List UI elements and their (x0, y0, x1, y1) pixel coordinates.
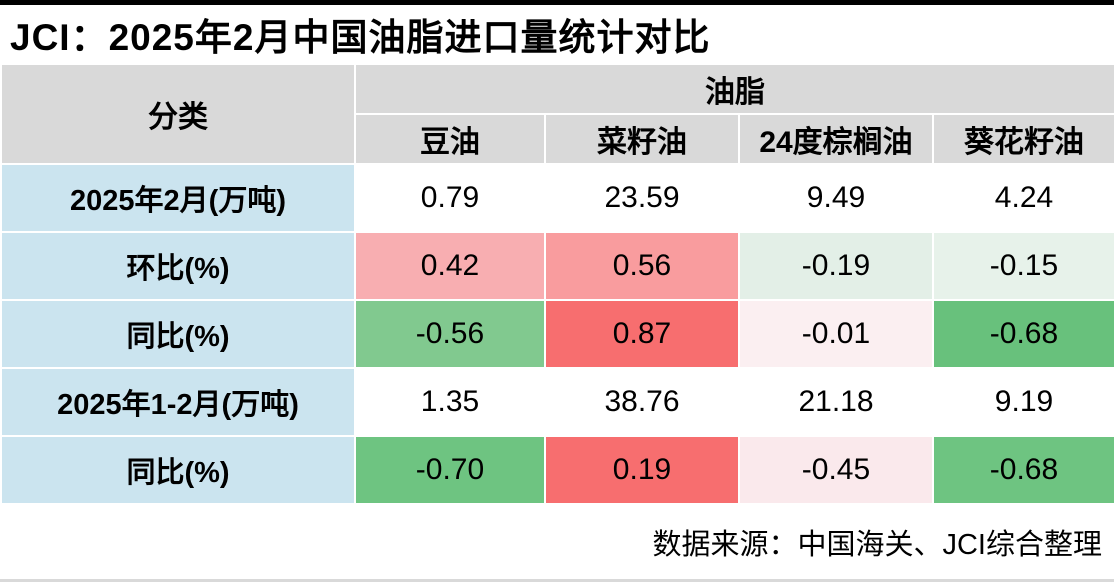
col-header-sunflower-oil: 葵花籽油 (932, 113, 1114, 165)
col-header-rapeseed-oil: 菜籽油 (544, 113, 740, 165)
table-row: 2025年1-2月(万吨) 1.35 38.76 21.18 9.19 (0, 367, 1114, 437)
table-cell: 38.76 (544, 367, 740, 437)
col-group-header-oils: 油脂 (354, 63, 1114, 115)
table-cell: 0.19 (544, 435, 740, 505)
table-cell: 0.56 (544, 231, 740, 301)
table-cell: -0.19 (738, 231, 934, 301)
col-header-palm-oil-24: 24度棕榈油 (738, 113, 934, 165)
header-row-group: 分类 油脂 (0, 63, 1114, 165)
row-label: 同比(%) (0, 299, 356, 369)
table-cell: 0.42 (354, 231, 546, 301)
row-label: 2025年1-2月(万吨) (0, 367, 356, 437)
table-cell: -0.70 (354, 435, 546, 505)
row-label: 环比(%) (0, 231, 356, 301)
page-title: JCI：2025年2月中国油脂进口量统计对比 (0, 0, 1114, 63)
import-stats-table: 分类 油脂 豆油 菜籽油 24度棕榈油 葵花籽油 2025年2月(万吨) 0.7… (0, 63, 1114, 505)
row-label: 同比(%) (0, 435, 356, 505)
table-row: 同比(%) -0.70 0.19 -0.45 -0.68 (0, 435, 1114, 505)
table-row: 环比(%) 0.42 0.56 -0.19 -0.15 (0, 231, 1114, 301)
table-cell: 9.49 (738, 163, 934, 233)
table-cell: 1.35 (354, 367, 546, 437)
table-cell: 0.79 (354, 163, 546, 233)
col-header-category: 分类 (0, 63, 356, 165)
table-cell: -0.01 (738, 299, 934, 369)
table-row: 同比(%) -0.56 0.87 -0.01 -0.68 (0, 299, 1114, 369)
table-cell: 23.59 (544, 163, 740, 233)
table-cell: -0.56 (354, 299, 546, 369)
table-cell: 21.18 (738, 367, 934, 437)
row-label: 2025年2月(万吨) (0, 163, 356, 233)
table-cell: -0.45 (738, 435, 934, 505)
table-cell: -0.15 (932, 231, 1114, 301)
data-source-note: 数据来源：中国海关、JCI综合整理 (0, 505, 1114, 582)
table-cell: -0.68 (932, 435, 1114, 505)
col-header-soybean-oil: 豆油 (354, 113, 546, 165)
table-row: 2025年2月(万吨) 0.79 23.59 9.49 4.24 (0, 163, 1114, 233)
header-row-columns: 豆油 菜籽油 24度棕榈油 葵花籽油 (1, 113, 1114, 165)
table-cell: -0.68 (932, 299, 1114, 369)
table-cell: 4.24 (932, 163, 1114, 233)
table-cell: 9.19 (932, 367, 1114, 437)
table-cell: 0.87 (544, 299, 740, 369)
